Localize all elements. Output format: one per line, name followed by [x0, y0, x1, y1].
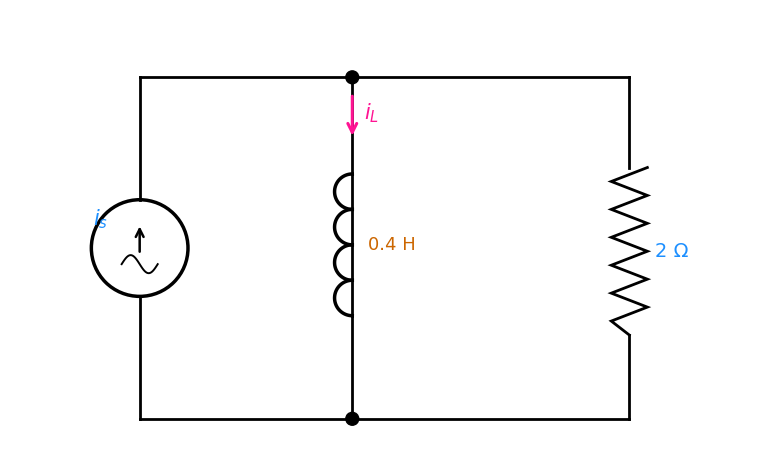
Text: $i_s$: $i_s$ [94, 207, 108, 231]
Text: 2 Ω: 2 Ω [655, 242, 688, 261]
Text: $i_L$: $i_L$ [364, 101, 379, 124]
Circle shape [346, 71, 358, 84]
Text: 0.4 H: 0.4 H [368, 236, 416, 254]
Circle shape [346, 412, 358, 425]
